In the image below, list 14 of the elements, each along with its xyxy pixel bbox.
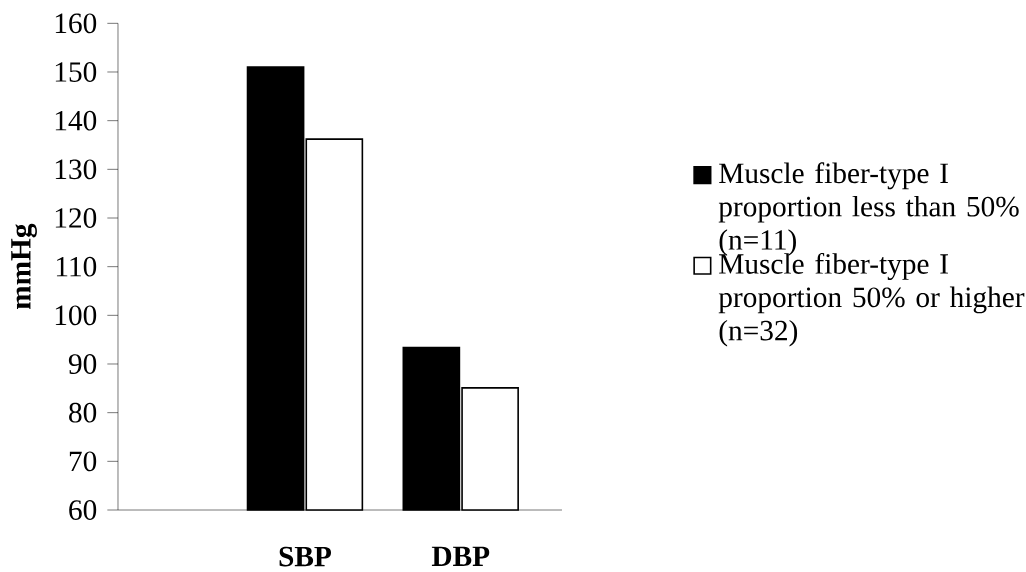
y-tick-label: 150 <box>55 62 97 82</box>
y-axis-title: mmHg <box>11 223 37 310</box>
y-tick-label: 90 <box>68 354 97 374</box>
y-tick-label: 60 <box>69 500 97 520</box>
y-tick-label: 160 <box>55 13 97 34</box>
y-tick-label: 100 <box>55 305 97 326</box>
y-tick-label: 140 <box>55 110 97 131</box>
x-tick-label: SBP <box>279 546 332 567</box>
y-tick-label: 130 <box>55 159 97 180</box>
y-tick-label: 110 <box>56 256 97 277</box>
x-tick-label: DBP <box>431 546 490 566</box>
y-tick-label: 70 <box>69 451 97 472</box>
y-tick-label: 120 <box>55 208 97 228</box>
y-tick-label: 80 <box>69 402 97 423</box>
